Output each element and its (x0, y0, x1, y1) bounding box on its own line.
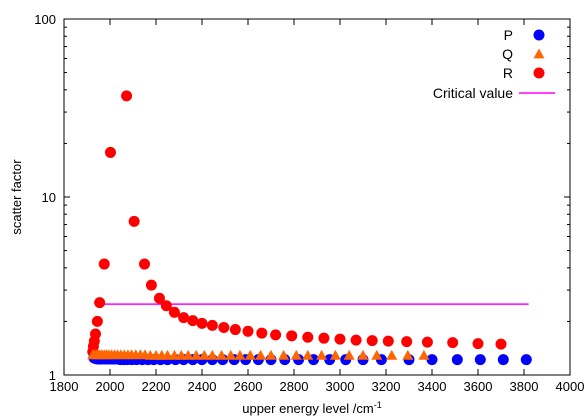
data-point-q (244, 349, 256, 360)
data-point-r (270, 329, 282, 341)
plot-frame (63, 18, 571, 376)
x-tick-label: 2600 (234, 379, 263, 394)
y-axis-label: scatter factor (9, 159, 24, 235)
data-point-r (421, 336, 433, 348)
data-point-q (190, 349, 202, 360)
series-r (87, 90, 507, 358)
legend-swatch (533, 67, 545, 79)
data-point-r (196, 317, 208, 329)
data-point-q (234, 349, 246, 360)
x-tick-label: 3400 (418, 379, 447, 394)
data-point-q (302, 349, 314, 360)
x-tick-label: 2200 (142, 379, 171, 394)
data-point-r (145, 279, 157, 291)
legend-label: P (504, 27, 513, 43)
data-point-q (216, 349, 228, 360)
data-point-q (316, 349, 328, 360)
x-axis-label: upper energy level /cm-1 (242, 400, 382, 416)
data-point-q (162, 349, 173, 360)
data-point-r (160, 300, 172, 312)
data-point-q (343, 349, 355, 360)
legend-label: Critical value (433, 85, 513, 101)
data-point-q (278, 349, 290, 360)
y-tick-label: 10 (42, 190, 56, 205)
legend: PQR Critical value (433, 27, 555, 101)
legend-label: Q (502, 46, 513, 62)
data-point-r (139, 258, 150, 270)
y-tick-label: 100 (34, 12, 56, 27)
data-point-q (329, 349, 341, 360)
data-point-r (302, 331, 314, 343)
x-tick-label: 3600 (464, 379, 493, 394)
x-tick-label: 2400 (188, 379, 217, 394)
x-tick-label: 4000 (556, 379, 585, 394)
data-point-p (426, 354, 438, 366)
data-point-r (495, 338, 507, 350)
data-point-r (318, 332, 330, 344)
data-point-q (255, 349, 267, 360)
data-point-r (447, 337, 459, 349)
data-point-r (218, 321, 230, 333)
data-point-r (104, 146, 116, 158)
legend-swatch (533, 48, 545, 59)
data-point-r (382, 335, 394, 347)
series-q (87, 349, 430, 360)
data-point-p (451, 354, 463, 366)
y-axis: 1 10 100 (34, 12, 570, 383)
data-point-r (168, 306, 180, 318)
data-point-r (286, 330, 298, 342)
data-point-r (94, 297, 106, 309)
x-tick-label: 2000 (96, 379, 125, 394)
x-axis: 1800 2000 2200 2400 2600 2800 3000 3200 3400 3600… (50, 19, 585, 394)
data-point-q (386, 349, 398, 360)
x-tick-label: 1800 (50, 379, 79, 394)
data-point-r (121, 90, 133, 102)
data-point-q (357, 349, 369, 360)
data-point-p (520, 354, 532, 366)
data-point-q (206, 349, 218, 360)
data-point-r (366, 335, 378, 347)
data-point-p (474, 354, 486, 366)
data-point-r (178, 312, 190, 324)
legend-label: R (503, 65, 513, 81)
plot-area (87, 90, 532, 366)
x-tick-label: 3800 (510, 379, 539, 394)
x-axis-label-exponent: -1 (374, 400, 382, 410)
data-point-r (256, 327, 268, 339)
data-point-q (371, 349, 383, 360)
data-point-r (128, 215, 140, 227)
data-point-r (472, 338, 484, 350)
data-point-r (187, 315, 199, 327)
data-point-r (350, 334, 362, 346)
data-point-r (401, 336, 413, 348)
data-point-r (90, 328, 102, 340)
data-point-p (497, 354, 509, 366)
data-point-r (229, 324, 241, 336)
data-point-q (175, 349, 187, 360)
data-point-r (206, 319, 218, 331)
data-point-r (98, 258, 110, 270)
data-point-r (334, 333, 346, 345)
data-point-r (153, 292, 165, 304)
data-point-r (91, 315, 103, 327)
data-point-r (242, 325, 254, 337)
x-tick-label: 3200 (372, 379, 401, 394)
legend-swatch (533, 29, 545, 41)
y-tick-label: 1 (49, 368, 56, 383)
data-point-q (182, 349, 194, 360)
data-point-q (402, 349, 414, 360)
x-tick-label: 2800 (280, 379, 309, 394)
data-point-q (265, 349, 277, 360)
data-point-q (198, 349, 210, 360)
data-point-q (290, 349, 302, 360)
data-point-q (168, 349, 180, 360)
data-point-q (225, 349, 237, 360)
data-point-q (418, 349, 430, 360)
x-tick-label: 3000 (326, 379, 355, 394)
